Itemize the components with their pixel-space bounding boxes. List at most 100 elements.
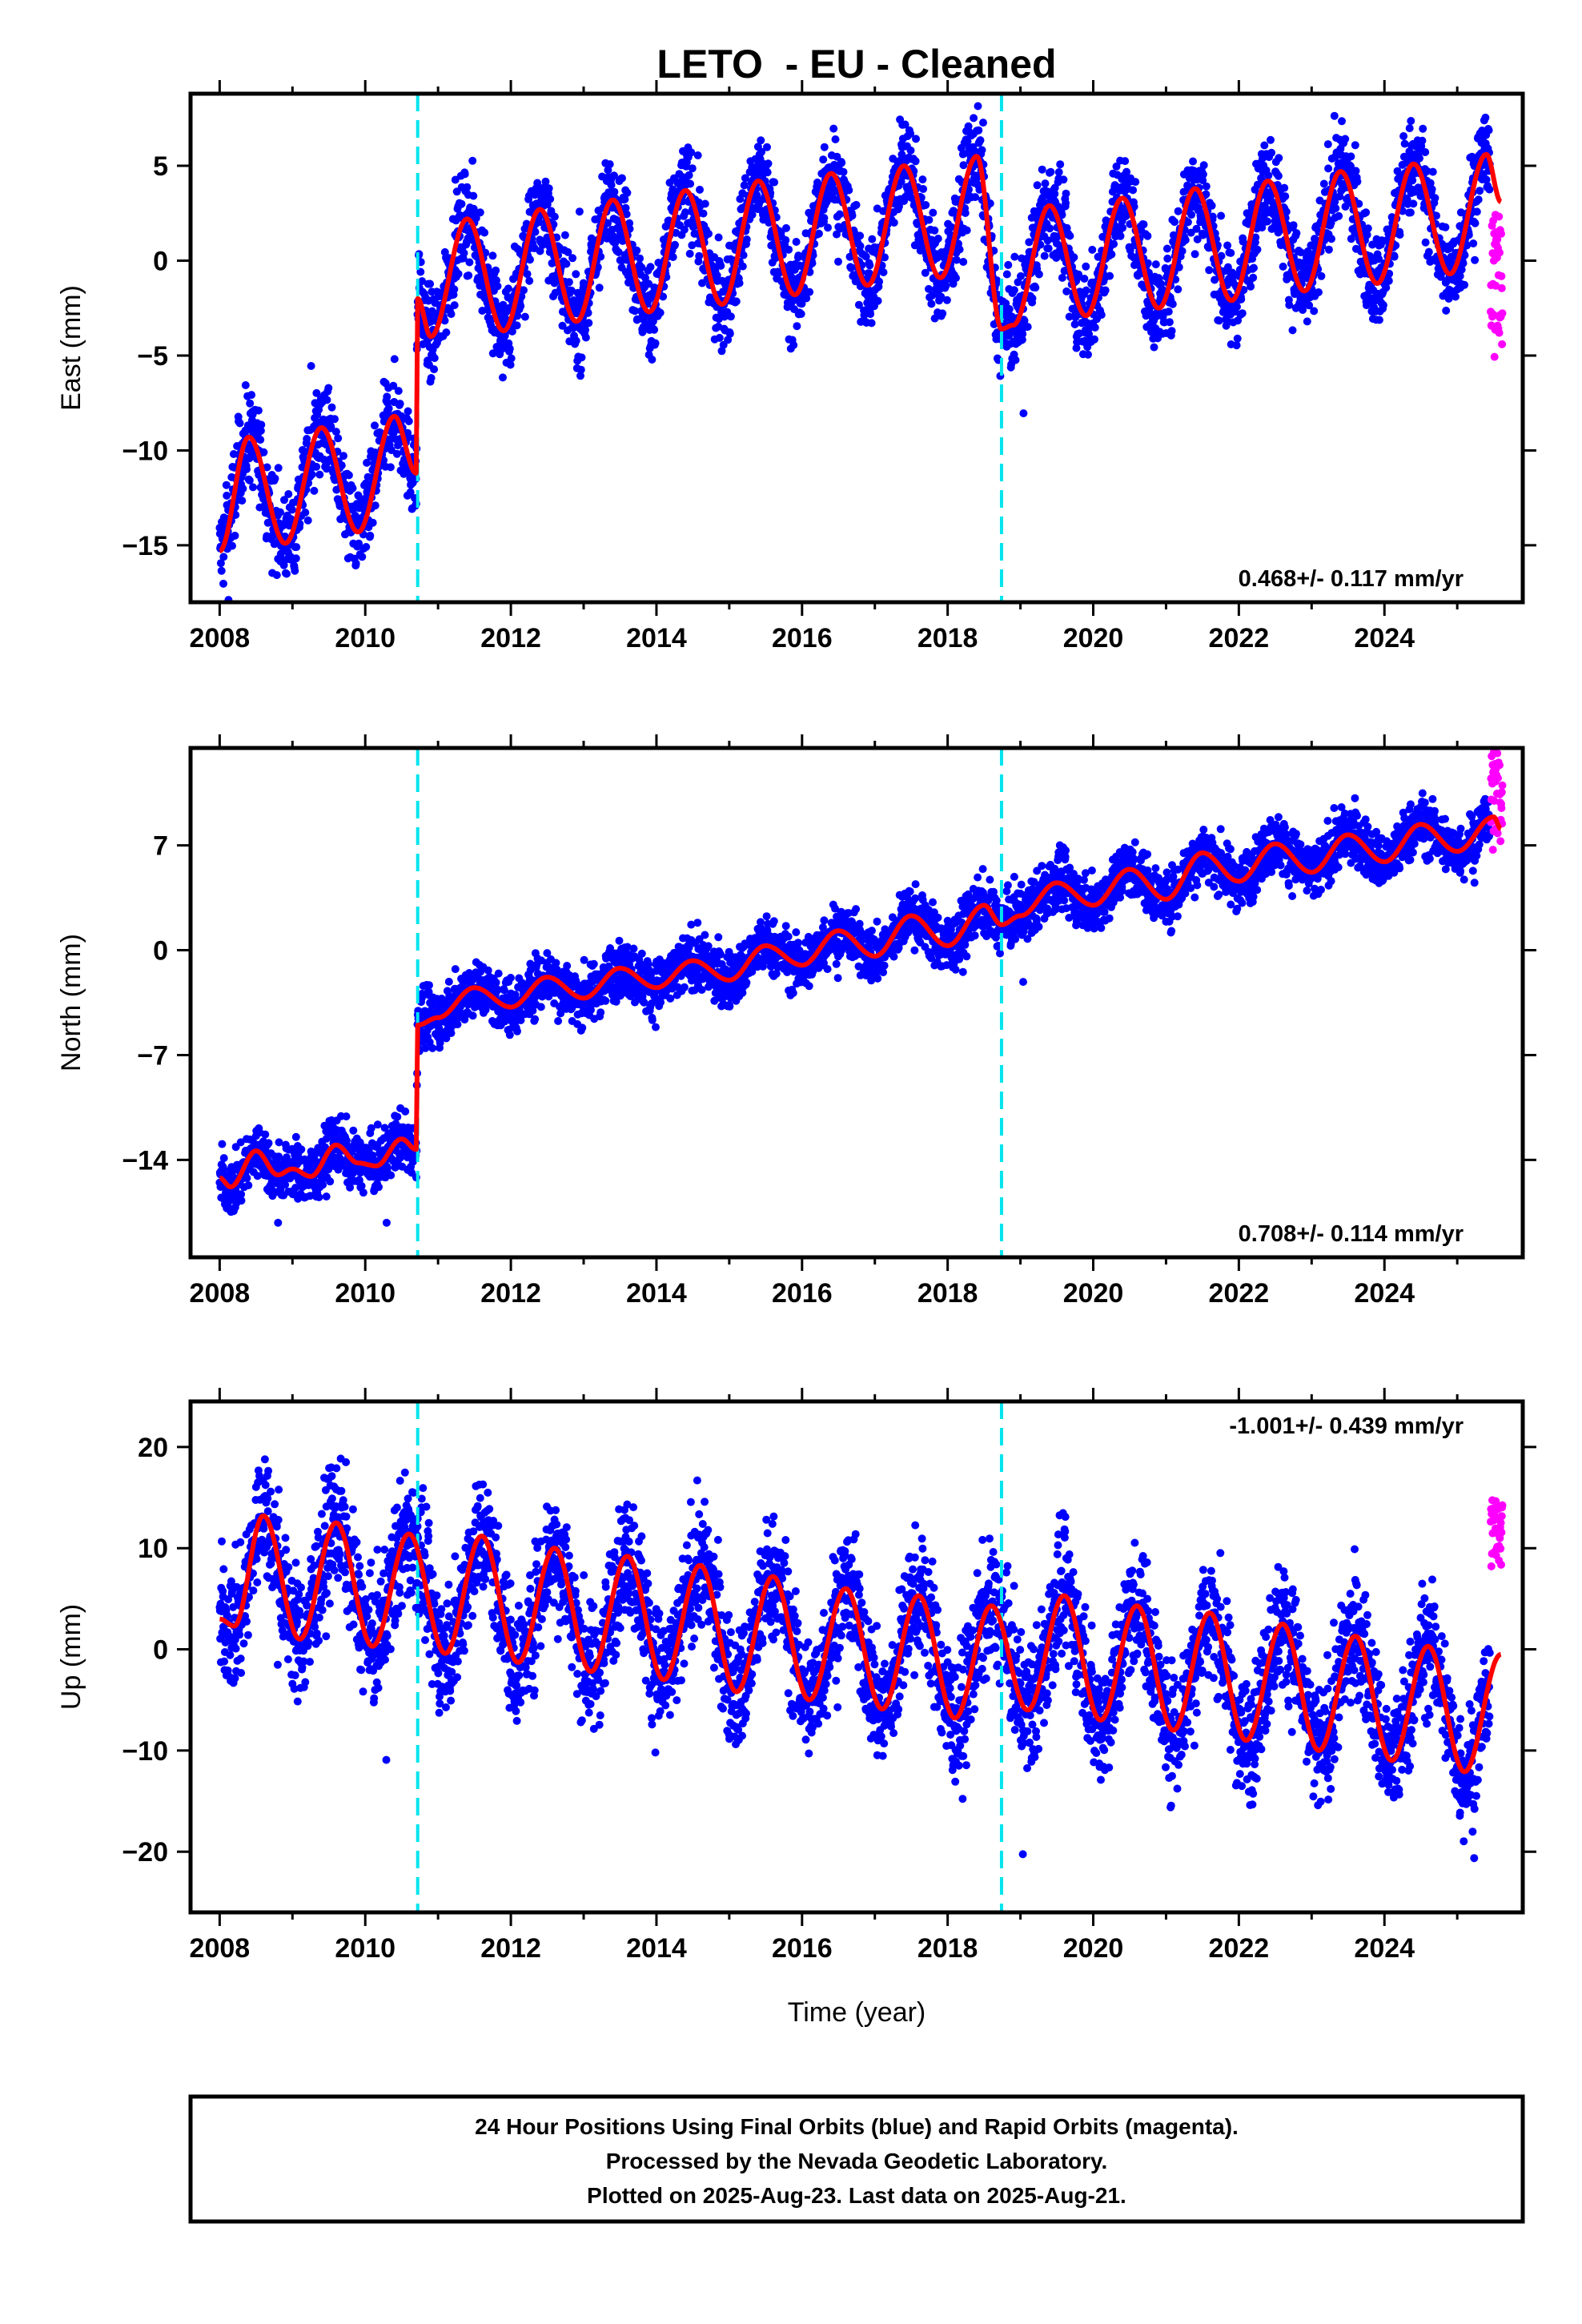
east-data-point [1471,219,1480,227]
east-data-point [1020,316,1029,325]
east-data-point [548,259,556,267]
east-data-point [536,247,544,255]
east-data-point [1010,286,1018,295]
east-data-point [1002,299,1010,308]
east-data-point [607,181,616,189]
east-data-point [427,374,436,382]
east-data-point [1421,148,1430,156]
east-data-point [560,231,569,239]
east-data-point [1005,305,1014,313]
east-data-point [819,155,828,164]
east-data-point [1249,273,1258,282]
east-data-point [334,434,343,443]
east-data-point [1090,324,1099,332]
east-data-point [648,317,657,326]
east-data-point [1044,244,1053,253]
east-data-point [636,254,644,263]
east-data-point [276,508,284,517]
east-data-point [644,279,653,288]
east-data-point [1181,235,1190,244]
east-data-point [463,183,472,191]
east-data-point [792,238,801,246]
east-data-point [879,268,888,276]
east-data-point [1040,251,1049,260]
east-data-point [493,282,502,291]
east-data-point [604,219,612,227]
east-data-point [541,177,550,186]
east-data-point [454,270,463,278]
east-data-point [971,193,980,202]
east-data-point [974,126,983,135]
east-data-point [614,248,623,256]
east-data-point [715,333,724,342]
north-data-point [349,1126,358,1135]
east-data-point [646,263,655,271]
east-data-point [789,340,798,349]
east-data-point [1217,211,1226,220]
east-data-point [564,278,573,287]
east-data-point [925,215,934,224]
east-data-point [930,226,939,235]
east-data-point [371,501,379,510]
panels: 2008 2010 2012 2014 2016 2018 2020 2022 202450−5… [56,80,1536,1964]
east-data-point [550,212,559,221]
east-data-point [1379,301,1387,309]
east-data-point [726,312,735,321]
east-data-point [1310,307,1319,316]
east-data-point [1292,229,1301,238]
north-data-point [244,1181,253,1190]
east-data-point [281,533,290,541]
east-data-point [831,135,840,143]
east-data-point [1121,157,1130,166]
east-data-point [581,326,590,334]
east-rapid-point [1497,271,1506,280]
east-data-point [763,168,772,177]
east-data-point [1027,213,1036,222]
east-x-tick-label: 2022 [1209,623,1270,653]
east-data-point [1014,278,1022,287]
east-data-point [1167,327,1176,336]
east-data-point [622,210,631,219]
east-data-point [231,511,240,519]
panel-north: 2008 2010 2012 2014 2016 2018 2020 2022 202470−7… [56,734,1536,1309]
east-data-point [1330,111,1339,120]
east-data-point [1485,185,1494,194]
east-data-point [688,164,697,173]
east-data-point [279,561,288,569]
east-data-point [584,308,592,317]
east-data-point [1189,157,1197,166]
east-data-point [794,251,803,260]
east-data-point [344,471,353,480]
east-data-point [216,559,225,568]
east-data-point [974,102,982,111]
east-data-point [465,258,474,267]
east-data-point [937,292,946,301]
east-data-point [895,202,903,211]
east-data-point [504,284,512,293]
east-data-point [865,261,874,270]
east-x-tick-label: 2018 [917,623,978,653]
east-x-tick-label: 2024 [1354,623,1415,653]
east-data-point [1059,175,1068,184]
east-data-point [701,199,709,208]
east-data-point [845,186,853,195]
east-data-point [650,325,659,334]
east-data-point [1442,306,1451,315]
east-data-point [558,321,567,330]
east-data-point [1097,311,1106,320]
east-data-point [1025,238,1034,247]
east-data-point [544,184,553,193]
east-data-point [1319,179,1328,188]
east-data-point [440,316,449,325]
east-data-point [1018,330,1027,338]
east-data-point [814,229,823,238]
east-data-point [1187,211,1196,219]
east-data-point [1004,260,1013,269]
north-final-orbit-points [215,789,1494,1227]
east-data-point [247,391,256,400]
east-data-point [748,211,757,219]
east-data-point [1164,308,1173,316]
east-data-point [577,353,586,362]
east-data-point [648,356,656,364]
east-data-point [856,242,865,251]
